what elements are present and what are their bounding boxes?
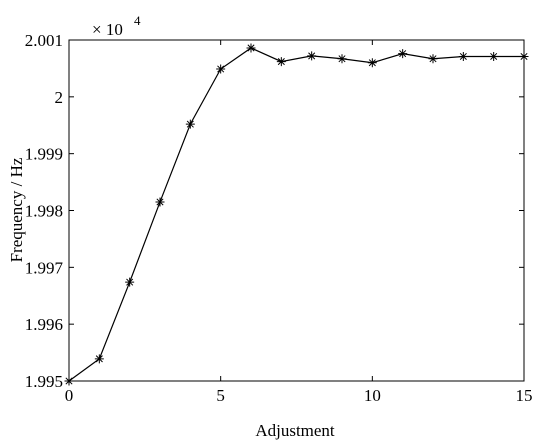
axis-multiplier-exponent: 4	[134, 13, 141, 28]
y-tick-label: 1.998	[25, 202, 63, 221]
x-tick-label: 10	[364, 386, 381, 405]
marker-star	[216, 64, 226, 74]
marker	[489, 51, 499, 61]
y-tick-label: 1.996	[25, 315, 63, 334]
x-axis-label: Adjustment	[255, 421, 335, 440]
marker	[185, 119, 195, 129]
marker-star	[307, 51, 317, 61]
marker	[64, 376, 74, 386]
marker-star	[94, 354, 104, 364]
marker-star	[337, 54, 347, 64]
plot-frame	[68, 39, 525, 382]
marker-star	[398, 49, 408, 59]
marker-star	[125, 277, 135, 287]
x-tick-label: 0	[65, 386, 74, 405]
marker-star	[155, 197, 165, 207]
marker-star	[185, 119, 195, 129]
marker-star	[489, 51, 499, 61]
marker-star	[428, 54, 438, 64]
marker	[216, 64, 226, 74]
marker	[276, 57, 286, 67]
y-axis-label: Frequency / Hz	[7, 157, 26, 262]
marker-star	[64, 376, 74, 386]
marker	[398, 49, 408, 59]
marker	[519, 51, 529, 61]
y-tick-label: 1.999	[25, 145, 63, 164]
x-tick-label: 15	[516, 386, 533, 405]
y-tick-label: 2	[55, 88, 64, 107]
marker	[307, 51, 317, 61]
marker-star	[519, 51, 529, 61]
y-tick-label: 1.997	[25, 258, 64, 277]
series-line	[68, 47, 524, 382]
y-tick-label: 1.995	[25, 372, 63, 391]
marker-star	[458, 51, 468, 61]
marker	[458, 51, 468, 61]
x-tick-label: 5	[216, 386, 225, 405]
marker	[367, 58, 377, 68]
marker	[125, 277, 135, 287]
axis-multiplier: × 10	[92, 20, 123, 39]
marker-star	[276, 57, 286, 67]
marker-star	[367, 58, 377, 68]
marker	[246, 43, 256, 53]
marker	[155, 197, 165, 207]
marker	[94, 354, 104, 364]
marker-star	[246, 43, 256, 53]
y-tick-label: 2.001	[25, 31, 63, 50]
marker	[337, 54, 347, 64]
marker	[428, 54, 438, 64]
